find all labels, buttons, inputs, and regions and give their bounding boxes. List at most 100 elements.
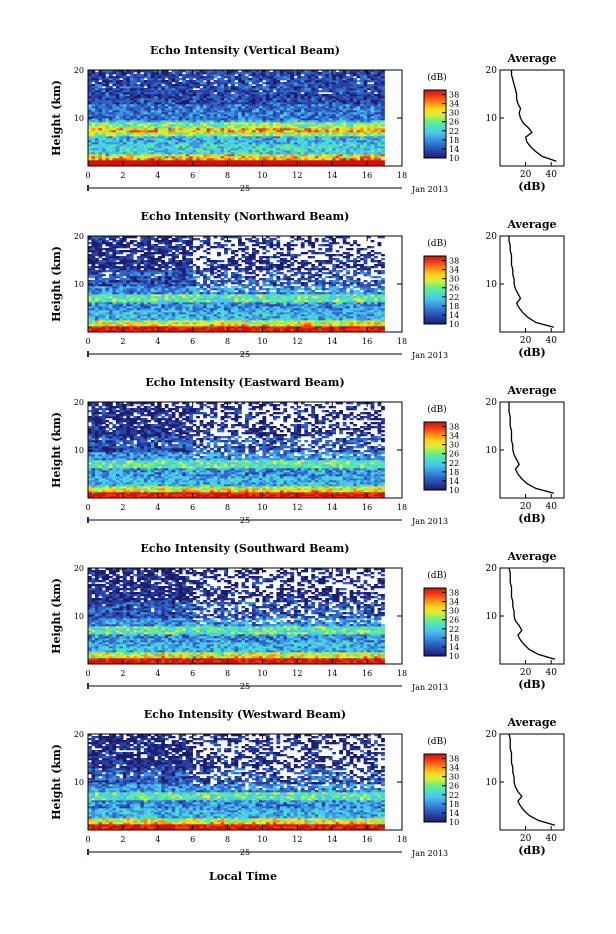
heatmap-cell [95, 72, 99, 74]
heatmap-cell [262, 162, 266, 164]
heatmap-cell [196, 142, 200, 144]
heatmap-cell [154, 158, 158, 160]
heatmap-cell [224, 118, 228, 120]
heatmap-cell [189, 138, 193, 140]
heatmap-cell [196, 310, 200, 312]
heatmap-cell [350, 86, 354, 88]
heatmap-cell [357, 324, 361, 326]
heatmap-cell [203, 124, 207, 126]
heatmap-cell [175, 74, 179, 76]
heatmap-cell [308, 112, 312, 114]
heatmap-cell [200, 310, 204, 312]
heatmap-cell [214, 132, 218, 134]
heatmap-cell [242, 92, 246, 94]
heatmap-cell [175, 92, 179, 94]
heatmap-cell [245, 118, 249, 120]
heatmap-cell [154, 138, 158, 140]
heatmap-cell [123, 84, 127, 86]
heatmap-cell [217, 140, 221, 142]
heatmap-cell [207, 112, 211, 114]
heatmap-cell [297, 310, 301, 312]
heatmap-cell [276, 326, 280, 328]
heatmap-cell [364, 84, 368, 86]
heatmap-cell [311, 160, 315, 162]
heatmap-cell [367, 148, 371, 150]
heatmap-cell [161, 96, 165, 98]
heatmap-cell [172, 328, 176, 330]
heatmap-cell [343, 82, 347, 84]
heatmap-cell [144, 98, 148, 100]
heatmap-cell [259, 158, 263, 160]
heatmap-cell [130, 328, 134, 330]
heatmap-cell [189, 150, 193, 152]
heatmap-cell [318, 146, 322, 148]
heatmap-cell [301, 312, 305, 314]
heatmap-cell [130, 114, 134, 116]
heatmap-cell [189, 146, 193, 148]
heatmap-cell [161, 152, 165, 154]
heatmap-cell [119, 128, 123, 130]
heatmap-cell [158, 112, 162, 114]
heatmap-cell [360, 90, 364, 92]
heatmap-cell [290, 84, 294, 86]
heatmap-cell [154, 82, 158, 84]
heatmap-cell [168, 158, 172, 160]
heatmap-cell [140, 84, 144, 86]
heatmap-cell [130, 318, 134, 320]
heatmap-cell [367, 122, 371, 124]
heatmap-cell [210, 114, 214, 116]
heatmap-cell [353, 110, 357, 112]
heatmap-cell [123, 92, 127, 94]
heatmap-cell [109, 318, 113, 320]
heatmap-cell [147, 110, 151, 112]
heatmap-cell [109, 130, 113, 132]
heatmap-cell [140, 138, 144, 140]
heatmap-cell [273, 158, 277, 160]
heatmap-cell [343, 160, 347, 162]
heatmap-cell [242, 136, 246, 138]
heatmap-cell [91, 114, 95, 116]
heatmap-cell [339, 312, 343, 314]
heatmap-cell [231, 124, 235, 126]
heatmap-cell [315, 144, 319, 146]
heatmap-cell [102, 80, 106, 82]
heatmap-cell [350, 162, 354, 164]
heatmap-cell [343, 322, 347, 324]
heatmap-cell [297, 114, 301, 116]
heatmap-cell [290, 312, 294, 314]
heatmap-cell [165, 154, 169, 156]
heatmap-cell [360, 114, 364, 116]
heatmap-cell [287, 120, 291, 122]
heatmap-cell [294, 96, 298, 98]
heatmap-cell [364, 106, 368, 108]
heatmap-cell [311, 138, 315, 140]
heatmap-cell [360, 80, 364, 82]
heatmap-cell [130, 320, 134, 322]
heatmap-cell [228, 328, 232, 330]
heatmap-cell [165, 122, 169, 124]
heatmap-cell [280, 152, 284, 154]
heatmap-cell [322, 72, 326, 74]
heatmap-cell [315, 114, 319, 116]
heatmap-cell [140, 326, 144, 328]
heatmap-cell [123, 120, 127, 122]
heatmap-cell [353, 124, 357, 126]
heatmap-cell [311, 122, 315, 124]
heatmap-cell [193, 96, 197, 98]
heatmap-cell [130, 134, 134, 136]
heatmap-cell [360, 94, 364, 96]
heatmap-cell [88, 310, 92, 312]
heatmap-cell [168, 318, 172, 320]
heatmap-cell [315, 136, 319, 138]
heatmap-cell [144, 140, 148, 142]
heatmap-cell [311, 80, 315, 82]
heatmap-cell [112, 84, 116, 86]
heatmap-cell [315, 100, 319, 102]
heatmap-cell [137, 132, 141, 134]
heatmap-cell [126, 142, 130, 144]
heatmap-cell [290, 86, 294, 88]
heatmap-cell [325, 312, 329, 314]
heatmap-cell [308, 150, 312, 152]
heatmap-cell [346, 126, 350, 128]
heatmap-cell [175, 312, 179, 314]
